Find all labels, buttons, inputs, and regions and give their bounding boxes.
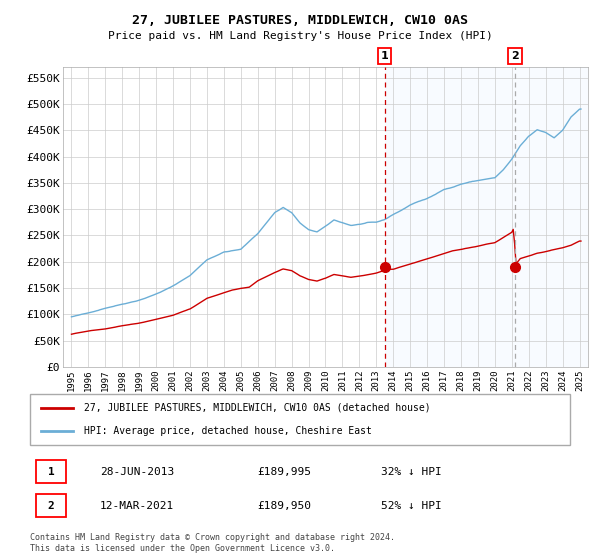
Text: Contains HM Land Registry data © Crown copyright and database right 2024.
This d: Contains HM Land Registry data © Crown c… [30, 533, 395, 553]
Text: 12-MAR-2021: 12-MAR-2021 [100, 501, 175, 511]
Text: 1: 1 [47, 466, 55, 477]
Text: 32% ↓ HPI: 32% ↓ HPI [381, 466, 442, 477]
Text: 1: 1 [381, 51, 388, 61]
Text: £189,995: £189,995 [257, 466, 311, 477]
Text: 27, JUBILEE PASTURES, MIDDLEWICH, CW10 0AS: 27, JUBILEE PASTURES, MIDDLEWICH, CW10 0… [132, 14, 468, 27]
Text: HPI: Average price, detached house, Cheshire East: HPI: Average price, detached house, Ches… [84, 426, 372, 436]
Text: 2: 2 [47, 501, 55, 511]
Text: 52% ↓ HPI: 52% ↓ HPI [381, 501, 442, 511]
Bar [385, 67, 588, 367]
Text: 28-JUN-2013: 28-JUN-2013 [100, 466, 175, 477]
Text: £189,950: £189,950 [257, 501, 311, 511]
Text: 2: 2 [511, 51, 519, 61]
Text: Price paid vs. HM Land Registry's House Price Index (HPI): Price paid vs. HM Land Registry's House … [107, 31, 493, 41]
Text: 27, JUBILEE PASTURES, MIDDLEWICH, CW10 0AS (detached house): 27, JUBILEE PASTURES, MIDDLEWICH, CW10 0… [84, 403, 431, 413]
